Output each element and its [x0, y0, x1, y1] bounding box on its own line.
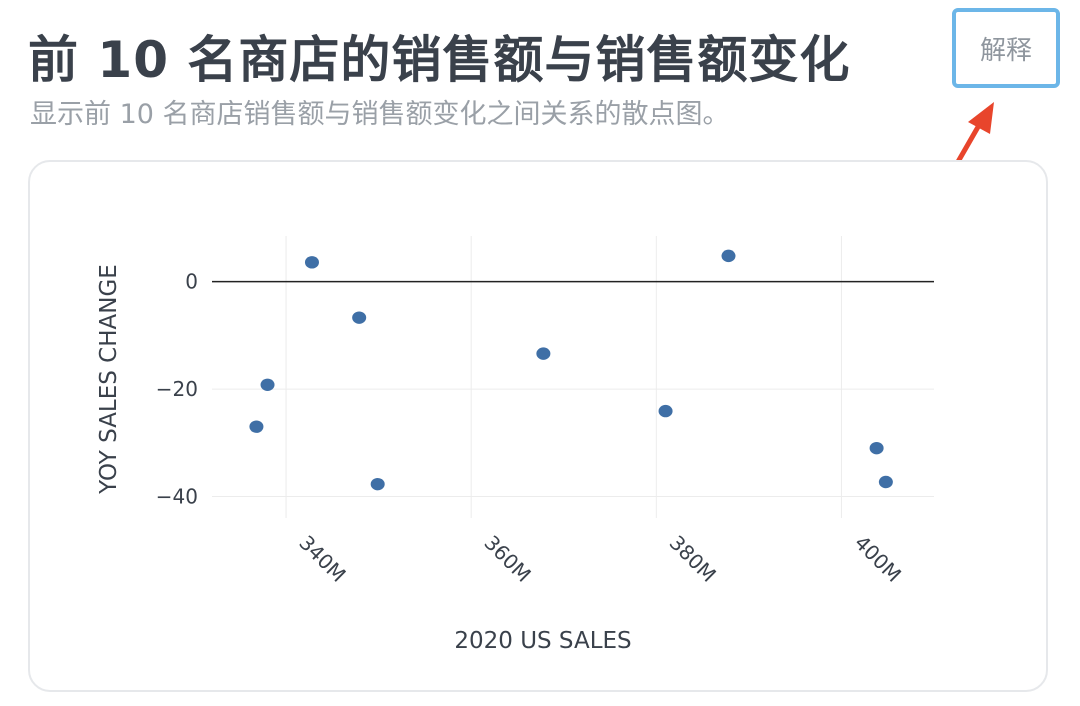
- data-point: [658, 404, 673, 418]
- grid-lines: [212, 236, 934, 518]
- data-point: [721, 249, 736, 263]
- data-point: [260, 378, 275, 391]
- data-point: [352, 311, 367, 324]
- data-point: [249, 420, 264, 433]
- y-tick-labels: 0 −20 −40: [156, 270, 198, 509]
- data-point: [878, 475, 893, 489]
- scatter-chart: 340M 360M 380M 400M 0 −20 −40 2020 US SALES Y…: [96, 236, 934, 654]
- data-point: [304, 256, 319, 269]
- x-tick-label: 400M: [850, 531, 906, 587]
- data-points: [249, 249, 893, 491]
- y-tick-label: −20: [156, 377, 198, 401]
- y-tick-label: 0: [185, 270, 198, 294]
- data-point: [536, 347, 551, 360]
- x-tick-label: 340M: [295, 531, 351, 587]
- y-axis-title: YOY SALES CHANGE: [96, 264, 122, 495]
- x-axis-title: 2020 US SALES: [454, 628, 631, 654]
- x-tick-labels: 340M 360M 380M 400M: [295, 531, 907, 587]
- x-tick-label: 380M: [665, 531, 721, 587]
- data-point: [869, 441, 884, 455]
- y-tick-label: −40: [156, 485, 198, 509]
- x-tick-label: 360M: [480, 531, 536, 587]
- page-title: 前 10 名商店的销售额与销售额变化: [28, 31, 851, 89]
- chart-card: 340M 360M 380M 400M 0 −20 −40 2020 US SALES Y…: [28, 160, 1048, 692]
- explain-button[interactable]: 解释: [952, 8, 1060, 88]
- data-point: [370, 477, 385, 491]
- page-subtitle: 显示前 10 名商店销售额与销售额变化之间关系的散点图。: [30, 99, 730, 130]
